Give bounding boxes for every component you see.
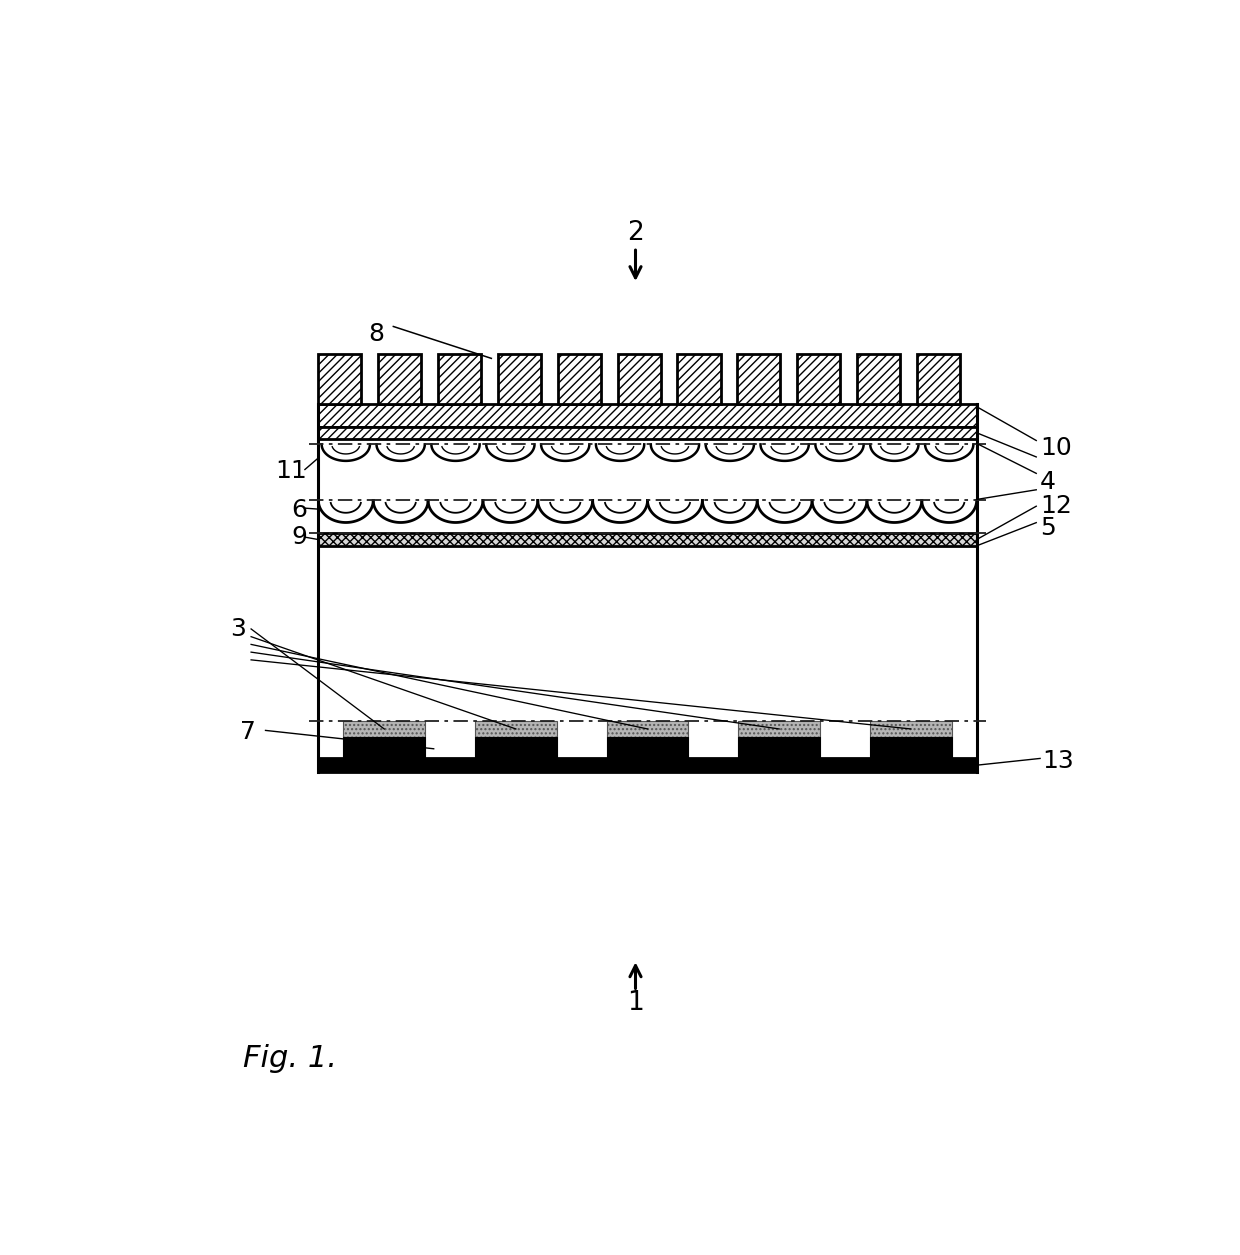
Text: 6: 6 <box>291 498 306 522</box>
Bar <box>870 737 951 761</box>
Bar <box>475 720 557 737</box>
Text: 9: 9 <box>291 525 306 550</box>
Text: 10: 10 <box>1040 437 1071 461</box>
Bar <box>498 354 541 404</box>
Bar <box>916 354 960 404</box>
Text: 3: 3 <box>231 617 247 641</box>
Bar <box>738 720 820 737</box>
Text: 7: 7 <box>241 720 255 744</box>
Bar <box>319 354 361 404</box>
Text: 5: 5 <box>1040 517 1055 541</box>
Bar <box>438 354 481 404</box>
Text: 12: 12 <box>1040 494 1071 518</box>
Bar <box>319 427 977 438</box>
Bar <box>738 737 820 761</box>
Bar <box>475 737 557 761</box>
Bar <box>797 354 841 404</box>
Text: 2: 2 <box>627 220 644 246</box>
Bar <box>343 720 425 737</box>
Bar <box>857 354 900 404</box>
Bar <box>738 354 780 404</box>
Text: Fig. 1.: Fig. 1. <box>243 1044 337 1073</box>
Bar <box>558 354 601 404</box>
Bar <box>319 404 977 427</box>
Text: 8: 8 <box>368 323 384 346</box>
Bar <box>606 737 688 761</box>
Text: 11: 11 <box>275 459 306 483</box>
Bar <box>606 720 688 737</box>
Text: 13: 13 <box>1042 749 1074 773</box>
Bar <box>319 758 977 772</box>
Bar <box>618 354 661 404</box>
Text: 4: 4 <box>1040 471 1056 494</box>
Bar <box>343 737 425 761</box>
Bar <box>378 354 422 404</box>
Bar <box>319 533 977 546</box>
Text: 1: 1 <box>627 990 644 1015</box>
Bar <box>870 720 951 737</box>
Bar <box>677 354 720 404</box>
